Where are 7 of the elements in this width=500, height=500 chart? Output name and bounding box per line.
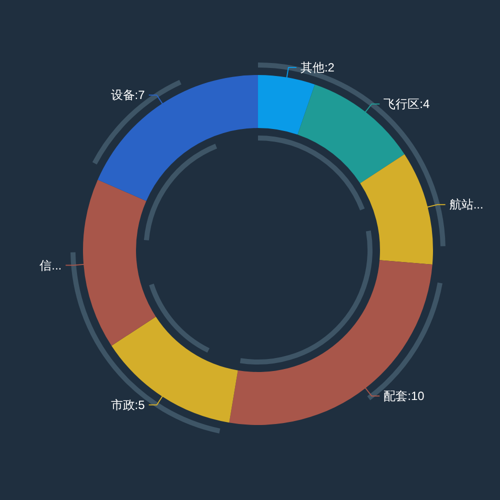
slice-label: 信... <box>40 258 62 272</box>
slice-label: 飞行区:4 <box>384 97 430 112</box>
slice-label: 配套:10 <box>384 388 425 403</box>
slice-label: 市政:5 <box>110 398 146 412</box>
slice-label: 设备:7 <box>110 88 146 102</box>
slice-label: 其他:2 <box>300 60 335 75</box>
slice-label: 航站... <box>449 198 484 212</box>
